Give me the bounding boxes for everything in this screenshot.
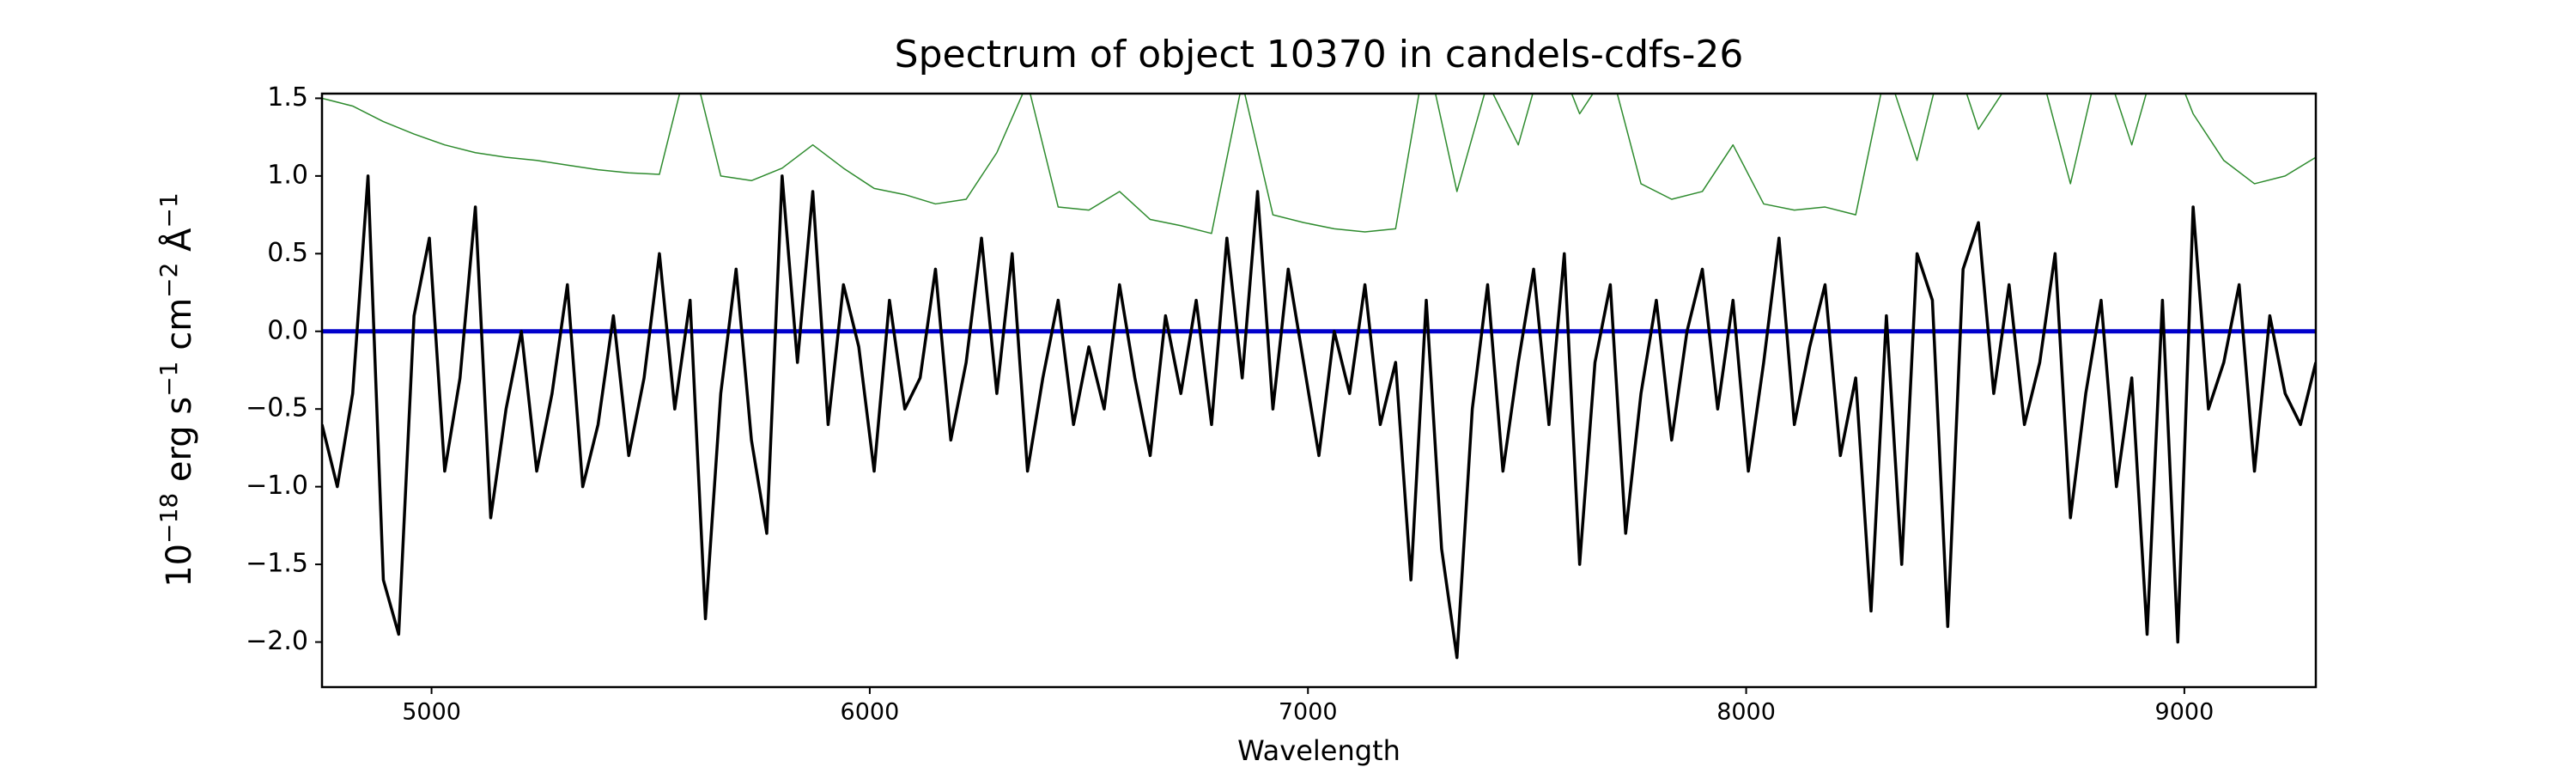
x-tick-label: 8000: [1716, 699, 1776, 726]
x-tick-label: 7000: [1279, 699, 1338, 726]
y-axis-label: 10−18 erg s−1 cm−2 Å−1: [155, 192, 199, 587]
y-tick-label: −0.5: [246, 393, 308, 423]
y-tick-label: 0.5: [267, 238, 308, 268]
y-label-text: 10: [160, 544, 199, 587]
plot-area: [322, 94, 2316, 660]
y-label-text: cm: [160, 298, 199, 362]
x-tick-label: 9000: [2155, 699, 2215, 726]
x-tick-label: 6000: [841, 699, 900, 726]
y-label-superscript: −1: [155, 192, 183, 228]
data-line: [322, 94, 2316, 234]
y-tick-label: 1.5: [267, 82, 308, 113]
data-line: [322, 174, 2316, 660]
y-tick-label: −2.0: [246, 626, 308, 656]
y-label-superscript: −2: [155, 263, 183, 298]
y-label-text: Å: [158, 228, 199, 263]
x-tick-label: 5000: [402, 699, 461, 726]
y-label-superscript: −18: [155, 493, 183, 544]
x-axis-label: Wavelength: [1237, 734, 1400, 767]
chart-title: Spectrum of object 10370 in candels-cdfs…: [895, 33, 1744, 76]
y-tick-label: 0.0: [267, 315, 308, 345]
y-tick-label: 1.0: [267, 160, 308, 190]
y-tick-label: −1.5: [246, 549, 308, 579]
plot-frame: [320, 92, 2318, 689]
y-label-text: erg s: [160, 397, 199, 493]
y-tick-label: −1.0: [246, 471, 308, 501]
y-label-superscript: −1: [155, 362, 183, 397]
